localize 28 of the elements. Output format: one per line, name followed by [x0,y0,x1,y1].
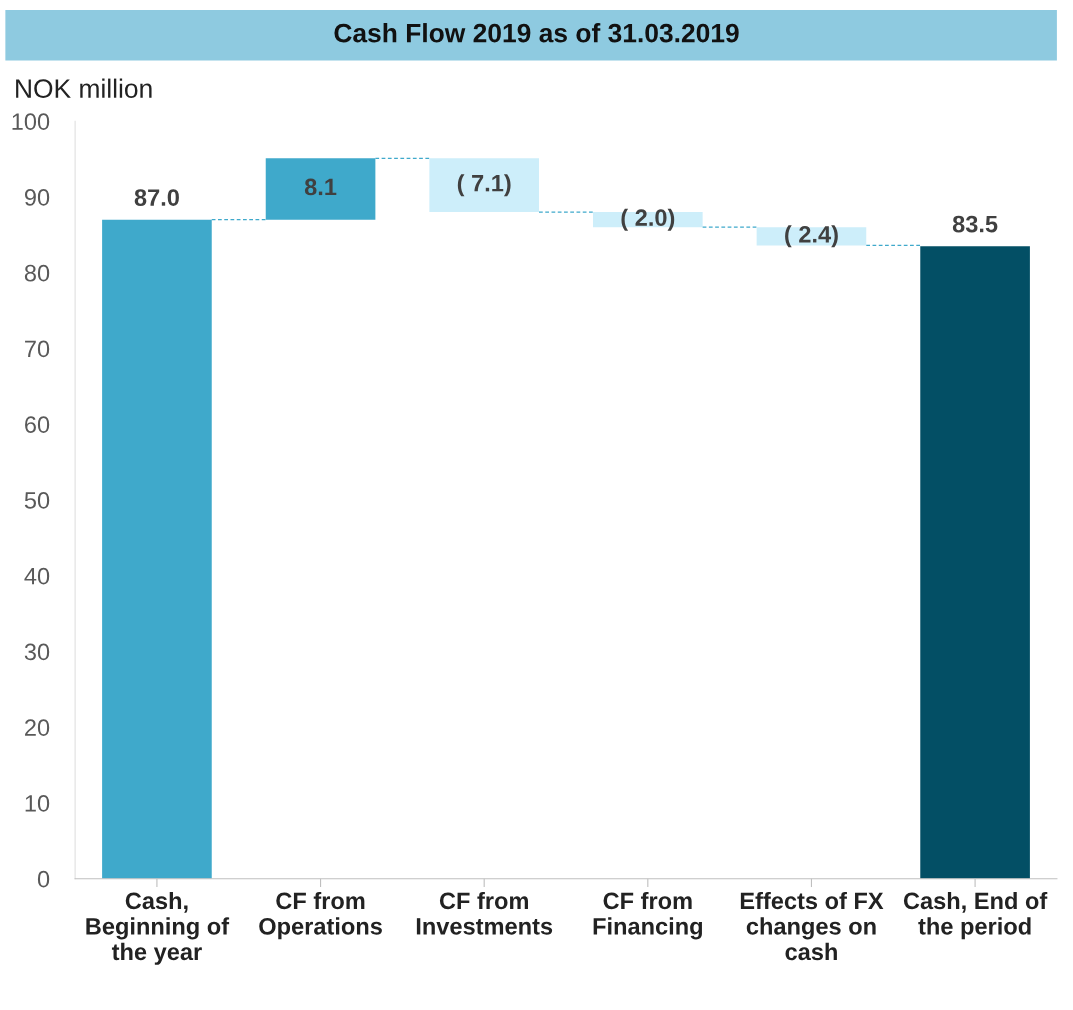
data-label: ( 2.0) [621,208,675,231]
bar [920,246,1030,879]
x-tick-label: CF from Operations [259,891,382,940]
x-tick-label: Cash, Beginning of the year [86,891,230,965]
x-tick-label: CF from Investments [416,891,553,935]
x-tick-label: Effects of FX changes on cash [740,891,884,961]
y-tick-label: 80 [24,264,50,282]
bar [429,158,540,213]
chart-title: Cash Flow 2019 as of 31.03.2019 [334,23,739,43]
bar [102,219,212,879]
y-tick-label: 100 [12,113,50,130]
data-label: 83.5 [952,215,998,233]
data-label: ( 2.4) [785,225,838,248]
data-label: ( 7.1) [457,174,511,197]
y-tick-label: 40 [24,567,50,585]
y-tick-label: 60 [25,416,50,433]
data-label: 87.0 [134,189,179,206]
y-tick-label: 50 [24,492,50,509]
y-axis-title: NOK million [16,78,152,98]
y-tick-label: 30 [24,643,50,661]
data-label: 8.1 [304,178,337,196]
y-tick-label: 20 [25,719,50,736]
y-tick-label: 0 [37,870,50,888]
x-tick-label: Cash, End of the period [903,891,1048,940]
x-tick-label: CF from Financing [593,891,702,940]
y-tick-label: 90 [24,189,50,206]
y-tick-label: 70 [25,340,50,358]
y-tick-label: 10 [25,795,50,812]
